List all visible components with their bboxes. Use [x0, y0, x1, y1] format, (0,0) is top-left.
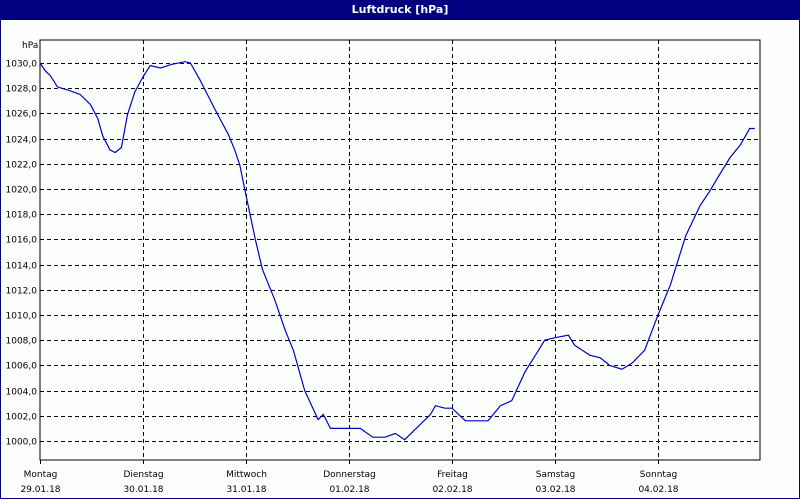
- y-axis-unit: hPa: [22, 41, 38, 51]
- y-tick-label: 1004,0: [6, 388, 38, 398]
- x-tick-date: 31.01.18: [226, 485, 266, 495]
- chart-title: Luftdruck [hPa]: [0, 0, 800, 20]
- x-tick-day: Mittwoch: [226, 470, 267, 480]
- y-tick-label: 1002,0: [6, 413, 38, 423]
- y-tick-label: 1030,0: [6, 60, 38, 70]
- y-tick-label: 1012,0: [6, 287, 38, 297]
- y-tick-label: 1000,0: [6, 438, 38, 448]
- x-tick-date: 03.02.18: [535, 485, 575, 495]
- x-tick-date: 04.02.18: [638, 485, 678, 495]
- x-tick-day: Samstag: [536, 470, 575, 480]
- y-axis-ticks: 1030,0 1028,0 1026,0 1024,0 1022,0 1020,0 1018…: [6, 60, 38, 448]
- x-tick-day: Donnerstag: [323, 470, 376, 480]
- x-tick-day: Montag: [24, 470, 58, 480]
- y-tick-label: 1008,0: [6, 337, 38, 347]
- grid-lines: [40, 40, 760, 460]
- y-tick-label: 1006,0: [6, 362, 38, 372]
- y-tick-label: 1026,0: [6, 110, 38, 120]
- y-tick-label: 1016,0: [6, 236, 38, 246]
- x-tick-date: 29.01.18: [20, 485, 60, 495]
- y-tick-label: 1020,0: [6, 186, 38, 196]
- x-tick-day: Dienstag: [123, 470, 163, 480]
- y-tick-label: 1014,0: [6, 262, 38, 272]
- x-tick-day: Sonntag: [640, 470, 677, 480]
- x-tick-date: 30.01.18: [123, 485, 163, 495]
- x-axis-ticks: Montag 29.01.18 Dienstag 30.01.18 Mittwoch 31…: [20, 460, 679, 495]
- plot-area: [39, 39, 761, 461]
- y-tick-label: 1018,0: [6, 211, 38, 221]
- pressure-line: [39, 61, 755, 441]
- y-tick-label: 1028,0: [6, 85, 38, 95]
- x-tick-date: 01.02.18: [329, 485, 369, 495]
- y-tick-label: 1010,0: [6, 312, 38, 322]
- y-tick-label: 1024,0: [6, 136, 38, 146]
- x-tick-day: Freitag: [437, 470, 468, 480]
- x-tick-date: 02.02.18: [432, 485, 472, 495]
- y-tick-label: 1022,0: [6, 161, 38, 171]
